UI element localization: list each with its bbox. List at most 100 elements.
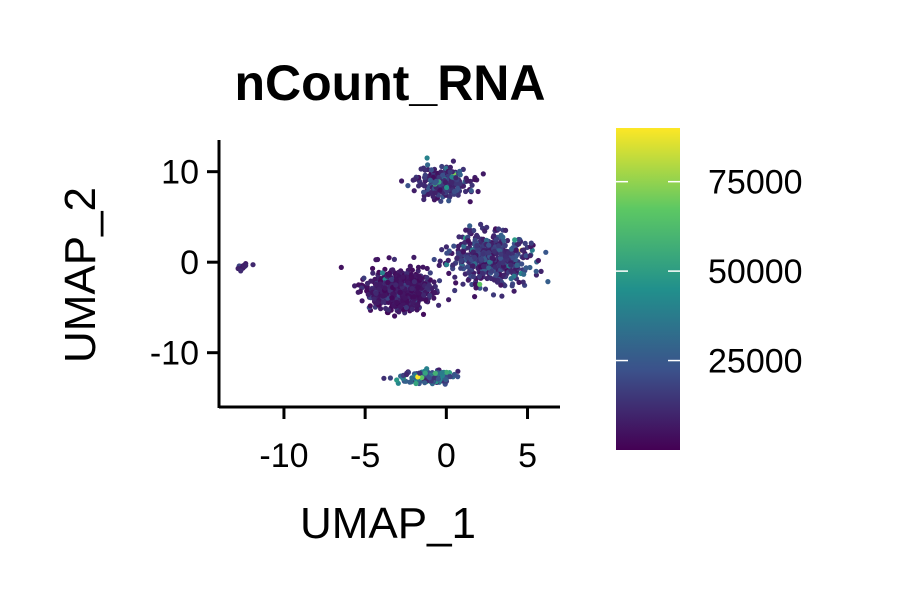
data-point	[238, 268, 244, 274]
data-point	[413, 380, 419, 387]
data-point	[486, 265, 492, 271]
data-point	[386, 255, 392, 261]
data-point	[460, 249, 466, 255]
colorbar-gradient	[616, 128, 680, 450]
data-point	[389, 295, 395, 301]
data-point	[436, 262, 442, 268]
data-point	[496, 226, 502, 232]
data-point	[409, 286, 415, 292]
data-point	[519, 261, 525, 267]
data-point	[478, 256, 484, 262]
data-point	[463, 188, 469, 195]
data-point	[431, 256, 437, 263]
data-point	[446, 297, 452, 303]
data-point	[476, 273, 482, 280]
data-point	[455, 250, 461, 256]
data-point	[533, 272, 540, 278]
data-point	[446, 270, 452, 276]
data-point	[393, 277, 399, 283]
data-point	[398, 281, 404, 287]
data-point	[411, 188, 417, 194]
data-point	[455, 368, 461, 374]
data-point	[472, 294, 478, 300]
colorbar-tick-label: 50000	[708, 253, 803, 291]
data-point	[482, 286, 489, 292]
data-point	[451, 188, 458, 195]
scatter-points	[235, 155, 551, 387]
data-point	[420, 311, 427, 317]
data-point	[472, 281, 478, 287]
data-point	[465, 238, 471, 244]
data-point	[373, 290, 379, 296]
data-point	[520, 279, 526, 285]
data-point	[467, 223, 473, 229]
data-point	[465, 277, 471, 283]
data-point	[375, 256, 381, 263]
data-point	[426, 375, 433, 381]
data-point	[364, 280, 371, 286]
data-point	[491, 233, 497, 239]
data-point	[428, 167, 434, 173]
data-point	[422, 167, 428, 173]
data-point	[443, 376, 449, 382]
data-point	[449, 179, 455, 185]
data-point	[405, 183, 411, 189]
x-axis-ticks: -10 -5 0 5	[259, 407, 537, 475]
data-point	[409, 274, 415, 280]
data-point	[444, 261, 450, 268]
data-point	[453, 280, 459, 286]
data-point	[443, 244, 449, 250]
data-point	[451, 243, 457, 249]
data-point	[439, 247, 445, 253]
data-point	[452, 274, 458, 280]
data-point	[456, 234, 462, 240]
data-point	[416, 290, 422, 296]
data-point	[436, 302, 442, 308]
data-point	[464, 264, 471, 270]
data-point	[514, 262, 520, 268]
data-point	[365, 291, 371, 298]
data-point	[420, 264, 426, 270]
data-point	[437, 187, 443, 193]
data-point	[397, 304, 403, 310]
data-point	[508, 276, 514, 282]
data-point	[424, 265, 430, 272]
data-point	[483, 237, 490, 243]
data-point	[492, 264, 498, 270]
data-point	[381, 375, 387, 381]
data-point	[533, 268, 539, 274]
data-point	[454, 255, 460, 261]
data-point	[477, 285, 483, 291]
data-point	[446, 198, 452, 204]
data-point	[498, 282, 504, 288]
y-tick-label: 0	[180, 244, 199, 282]
data-point	[405, 280, 411, 286]
data-point	[425, 185, 432, 191]
data-point	[461, 243, 467, 249]
data-point	[447, 193, 453, 199]
data-point	[431, 375, 437, 381]
colorbar: 75000 50000 25000	[616, 128, 803, 450]
data-point	[407, 263, 413, 269]
data-point	[467, 229, 473, 236]
data-point	[467, 199, 473, 205]
data-point	[355, 289, 361, 295]
data-point	[509, 283, 515, 289]
data-point	[543, 249, 549, 255]
data-point	[438, 198, 444, 204]
data-point	[451, 371, 457, 378]
data-point	[431, 295, 437, 301]
data-point	[468, 188, 474, 194]
data-point	[415, 264, 422, 270]
data-point	[505, 250, 511, 256]
data-point	[447, 169, 453, 175]
data-point	[447, 164, 453, 170]
data-point	[500, 260, 506, 266]
data-point	[367, 303, 373, 309]
data-point	[397, 289, 403, 295]
data-point	[482, 228, 488, 234]
data-point	[432, 370, 438, 376]
data-point	[458, 265, 464, 271]
data-point	[508, 262, 514, 268]
data-point	[370, 265, 376, 272]
